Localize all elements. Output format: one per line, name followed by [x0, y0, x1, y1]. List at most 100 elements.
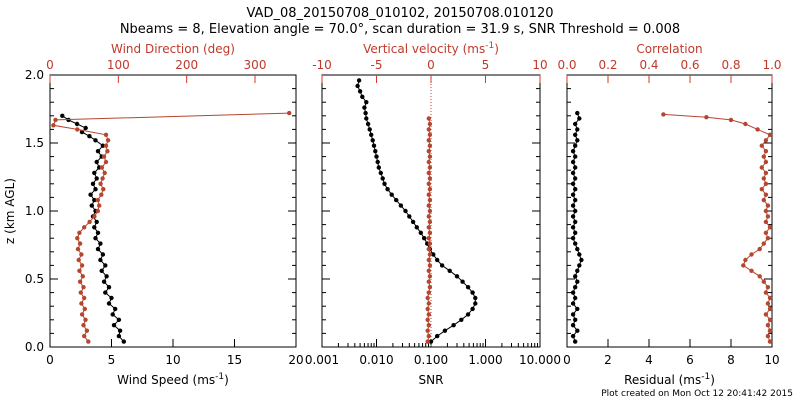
series-line-snr	[357, 80, 476, 342]
x-bottom-axis-label-sup: -1	[215, 372, 224, 382]
data-point	[369, 132, 374, 137]
data-point	[765, 301, 771, 306]
data-point	[426, 192, 431, 197]
data-point	[99, 192, 104, 197]
data-point	[94, 219, 99, 225]
data-point	[765, 285, 771, 290]
data-point	[76, 257, 81, 263]
data-point	[573, 295, 578, 301]
y-tick-label: 0.0	[25, 340, 44, 354]
x-bottom-tick-label: 0.100	[414, 353, 448, 367]
data-point	[100, 143, 106, 148]
data-point	[661, 112, 666, 117]
data-point	[92, 170, 97, 176]
x-bottom-tick-label: 1.000	[468, 353, 502, 367]
data-point	[573, 154, 578, 159]
x-bottom-tick-label: 4	[645, 353, 653, 367]
data-point	[765, 323, 771, 328]
data-point	[573, 230, 578, 235]
data-point	[426, 214, 431, 219]
data-point	[103, 143, 109, 148]
data-point	[426, 116, 431, 121]
title-line-2: Nbeams = 8, Elevation angle = 70.0°, sca…	[120, 22, 680, 37]
data-point	[53, 117, 58, 123]
data-point	[761, 241, 766, 246]
x-top-tick-label: 0.8	[721, 58, 740, 72]
data-point	[106, 301, 112, 306]
y-tick-label: 0.5	[25, 272, 44, 286]
data-point	[570, 192, 576, 197]
x-bottom-tick-label: 6	[686, 353, 694, 367]
y-tick-label: 2.0	[25, 68, 44, 82]
data-point	[570, 170, 576, 176]
data-point	[473, 295, 478, 301]
data-point	[370, 138, 375, 143]
data-point	[101, 279, 107, 284]
data-point	[389, 192, 394, 197]
data-point	[570, 312, 576, 317]
data-point	[470, 306, 475, 312]
data-point	[577, 116, 582, 121]
data-point	[570, 323, 576, 328]
data-point	[365, 121, 371, 127]
x-top-tick-label: -5	[371, 58, 383, 72]
data-point	[95, 197, 101, 203]
data-point	[767, 225, 773, 230]
data-point	[573, 197, 578, 203]
data-point	[105, 138, 111, 143]
data-point	[704, 115, 709, 120]
data-point	[426, 236, 431, 241]
data-point	[427, 143, 433, 148]
data-point	[426, 333, 431, 339]
data-point	[407, 214, 412, 219]
data-point	[378, 170, 383, 176]
data-point	[398, 203, 404, 208]
data-point	[385, 187, 390, 192]
data-point	[570, 225, 576, 230]
data-point	[371, 143, 377, 148]
x-bottom-axis-label-tail: )	[710, 373, 715, 387]
plot-frame	[566, 74, 773, 348]
data-point	[83, 125, 88, 131]
data-point	[575, 246, 580, 252]
y-axis-label: z (km AGL)	[3, 178, 17, 244]
data-point	[427, 165, 433, 170]
data-point	[426, 159, 431, 165]
data-point	[454, 274, 460, 279]
data-point	[573, 187, 578, 192]
data-point	[435, 333, 440, 339]
data-point	[82, 225, 87, 230]
data-point	[99, 165, 105, 170]
data-point	[767, 295, 773, 301]
x-bottom-tick-label: 10	[165, 353, 180, 367]
data-point	[426, 181, 431, 186]
data-point	[103, 132, 109, 137]
data-point	[427, 197, 433, 203]
data-point	[757, 246, 762, 252]
data-point	[765, 214, 771, 219]
data-point	[92, 214, 97, 219]
x-top-tick-label: 10	[532, 58, 547, 72]
data-point	[113, 306, 118, 312]
data-point	[75, 127, 80, 132]
x-top-tick-label: 300	[244, 58, 267, 72]
data-point	[116, 333, 122, 339]
x-top-tick-label: 0.6	[680, 58, 699, 72]
data-point	[427, 285, 433, 290]
data-point	[577, 263, 582, 268]
data-point	[425, 339, 430, 344]
data-point	[570, 333, 576, 339]
data-point	[93, 138, 98, 143]
data-point	[426, 312, 431, 317]
x-bottom-axis-label-main: Wind Speed (ms	[117, 373, 215, 387]
data-point	[759, 187, 764, 192]
data-point	[89, 203, 95, 208]
data-point	[570, 203, 576, 208]
data-point	[763, 138, 769, 143]
data-point	[95, 149, 101, 154]
data-point	[78, 290, 84, 295]
data-point	[761, 154, 766, 159]
data-point	[573, 274, 578, 279]
data-point	[94, 159, 99, 165]
data-point	[82, 306, 88, 312]
